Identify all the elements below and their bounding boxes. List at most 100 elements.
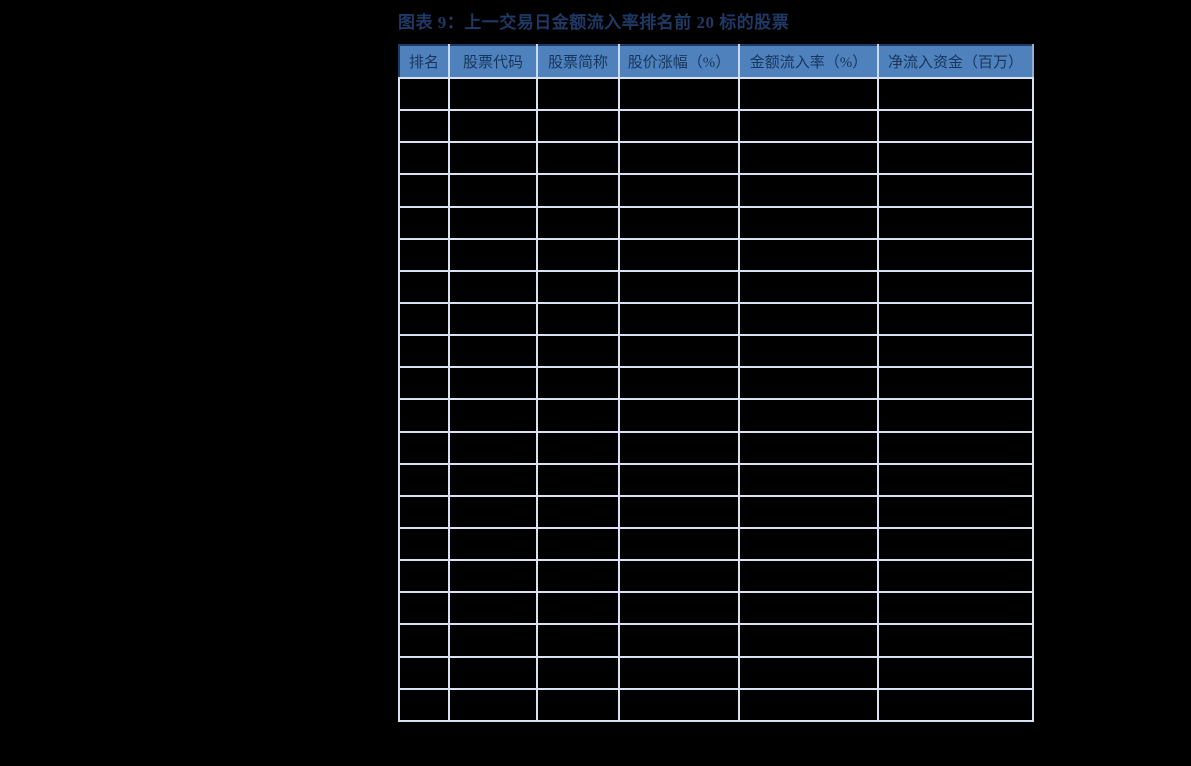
- table-cell: [738, 591, 879, 626]
- table-cell: [536, 205, 620, 240]
- table-row: [398, 109, 1034, 144]
- table-cell: [877, 430, 1034, 465]
- table-row: [398, 141, 1034, 176]
- table-cell: [398, 655, 450, 690]
- table-cell: [877, 237, 1034, 272]
- table-cell: [448, 334, 538, 369]
- table-cell: [738, 430, 879, 465]
- table-cell: [738, 269, 879, 304]
- table-cell: [877, 462, 1034, 497]
- table-cell: [448, 141, 538, 176]
- table-cell: [877, 398, 1034, 433]
- table-cell: [536, 526, 620, 562]
- table-cell: [448, 173, 538, 208]
- table-cell: [738, 109, 879, 144]
- table-row: [398, 205, 1034, 240]
- table-cell: [738, 559, 879, 594]
- table-cell: [738, 526, 879, 562]
- table-cell: [398, 687, 450, 723]
- table-cell: [738, 462, 879, 497]
- column-header-5: 净流入资金（百万）: [877, 44, 1034, 79]
- table-cell: [877, 334, 1034, 369]
- table-cell: [536, 559, 620, 594]
- table-cell: [398, 205, 450, 240]
- table-row: [398, 526, 1034, 562]
- table-cell: [738, 398, 879, 433]
- table-cell: [738, 237, 879, 272]
- table-cell: [877, 109, 1034, 144]
- table-cell: [398, 237, 450, 272]
- table-cell: [448, 591, 538, 626]
- table-row: [398, 269, 1034, 304]
- table-cell: [877, 526, 1034, 562]
- table-cell: [398, 559, 450, 594]
- table-cell: [398, 494, 450, 529]
- table-cell: [448, 205, 538, 240]
- table-cell: [877, 366, 1034, 401]
- table-cell: [448, 430, 538, 465]
- table-cell: [536, 109, 620, 144]
- table-cell: [877, 205, 1034, 240]
- table-cell: [536, 366, 620, 401]
- table-cell: [738, 623, 879, 658]
- table-cell: [398, 76, 450, 112]
- table-cell: [618, 559, 740, 594]
- table-cell: [448, 687, 538, 723]
- table-cell: [877, 687, 1034, 723]
- table-cell: [536, 655, 620, 690]
- table-cell: [448, 398, 538, 433]
- table-cell: [618, 687, 740, 723]
- table-cell: [536, 462, 620, 497]
- column-header-2: 股票简称: [536, 44, 620, 79]
- table-cell: [618, 655, 740, 690]
- table-cell: [877, 623, 1034, 658]
- table-cell: [536, 76, 620, 112]
- table-cell: [448, 494, 538, 529]
- stock-inflow-table: 排名 股票代码 股票简称 股价涨幅（%） 金额流入率（%） 净流入资金（百万）: [398, 44, 1034, 723]
- column-header-0: 排名: [398, 44, 450, 79]
- table-cell: [618, 366, 740, 401]
- table-cell: [618, 494, 740, 529]
- table-cell: [877, 141, 1034, 176]
- table-cell: [398, 109, 450, 144]
- table-cell: [448, 109, 538, 144]
- table-cell: [398, 526, 450, 562]
- table-cell: [448, 559, 538, 594]
- table-cell: [398, 462, 450, 497]
- table-cell: [536, 623, 620, 658]
- table-cell: [618, 462, 740, 497]
- table-cell: [448, 623, 538, 658]
- table-cell: [398, 398, 450, 433]
- table-cell: [618, 141, 740, 176]
- table-cell: [448, 366, 538, 401]
- table-cell: [738, 334, 879, 369]
- table-cell: [618, 623, 740, 658]
- table-cell: [877, 655, 1034, 690]
- table-cell: [618, 334, 740, 369]
- table-row: [398, 237, 1034, 272]
- table-cell: [448, 526, 538, 562]
- table-row: [398, 655, 1034, 690]
- table-cell: [536, 398, 620, 433]
- table-cell: [738, 301, 879, 337]
- table-cell: [448, 301, 538, 337]
- table-row: [398, 494, 1034, 529]
- table-cell: [618, 76, 740, 112]
- table-cell: [536, 430, 620, 465]
- table-row: [398, 173, 1034, 208]
- table-cell: [536, 334, 620, 369]
- table-cell: [536, 301, 620, 337]
- table-row: [398, 398, 1034, 433]
- table-cell: [448, 655, 538, 690]
- table-cell: [618, 109, 740, 144]
- table-cell: [618, 173, 740, 208]
- table-cell: [536, 237, 620, 272]
- figure-title: 图表 9：上一交易日金额流入率排名前 20 标的股票: [398, 13, 790, 32]
- table-cell: [877, 269, 1034, 304]
- table-cell: [398, 173, 450, 208]
- table-cell: [398, 334, 450, 369]
- table-row: [398, 591, 1034, 626]
- table-cell: [398, 366, 450, 401]
- table-row: [398, 366, 1034, 401]
